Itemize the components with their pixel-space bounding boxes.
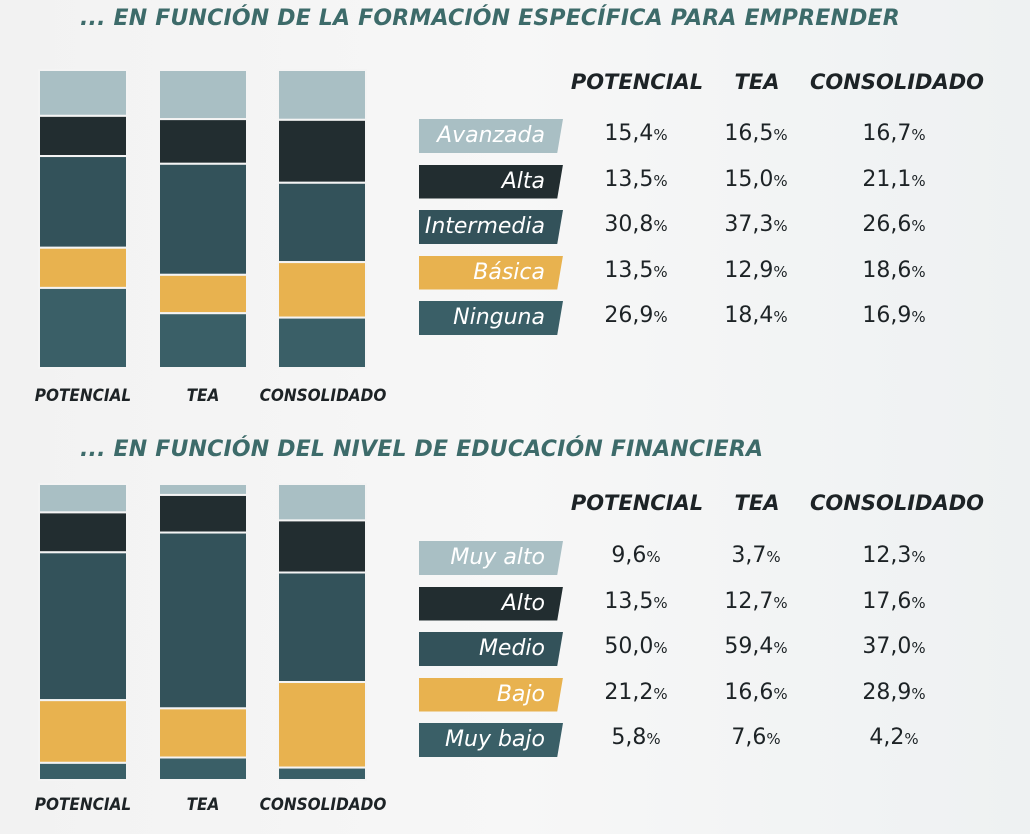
bar-segment-4 <box>158 707 248 759</box>
legend-item: Medio <box>419 632 563 666</box>
data-label: 18,4% <box>724 303 788 328</box>
bar-segment-1 <box>277 483 367 522</box>
bar-segment-1 <box>158 483 248 496</box>
legend-item: Muy alto <box>419 541 563 575</box>
data-label: 7,6% <box>731 725 781 750</box>
data-label: 17,6% <box>862 588 926 614</box>
legend-item: Ninguna <box>419 301 563 335</box>
data-label: 21,1% <box>862 166 926 192</box>
data-label: 50,0% <box>604 634 668 659</box>
bar-segment-3 <box>158 162 248 276</box>
bar-segment-2 <box>158 493 248 534</box>
x-tick-label: POTENCIAL <box>34 386 132 406</box>
bar-segment-4 <box>277 261 367 319</box>
bar-segment-4 <box>277 681 367 769</box>
x-tick-label: TEA <box>186 386 220 406</box>
chart-title: ... EN FUNCIÓN DE LA FORMACIÓN ESPECÍFIC… <box>80 6 900 31</box>
data-label: 16,9% <box>862 303 926 328</box>
data-label: 12,7% <box>724 588 788 614</box>
column-header: TEA <box>734 70 780 94</box>
data-label: 28,9% <box>862 679 926 705</box>
data-label: 37,3% <box>724 212 788 237</box>
legend-item: Intermedia <box>419 210 563 244</box>
bar-segment-3 <box>38 551 128 702</box>
bar-segment-2 <box>158 118 248 165</box>
bar-segment-3 <box>277 181 367 264</box>
legend-item: Alta <box>419 164 563 199</box>
data-label: 21,2% <box>604 679 668 705</box>
data-label: 12,9% <box>724 257 788 283</box>
bar-segment-5 <box>158 756 248 781</box>
data-label: 4,2% <box>869 725 919 750</box>
bar-segment-5 <box>277 766 367 782</box>
data-label: 37,0% <box>862 634 926 659</box>
bar-segment-2 <box>38 511 128 554</box>
data-label: 13,5% <box>604 588 668 614</box>
data-label: 59,4% <box>724 634 788 659</box>
data-label: 15,0% <box>724 166 788 192</box>
bar-segment-1 <box>38 483 128 514</box>
stacked-bar-chart <box>38 483 367 782</box>
chart-title: ... EN FUNCIÓN DEL NIVEL DE EDUCACIÓN FI… <box>80 437 764 462</box>
bar-segment-1 <box>277 69 367 121</box>
bar-segment-2 <box>277 118 367 184</box>
legend-item: Avanzada <box>419 119 563 153</box>
bar-segment-4 <box>38 699 128 764</box>
data-label: 13,5% <box>604 257 668 283</box>
data-label: 16,7% <box>862 121 926 146</box>
data-label: 18,6% <box>862 257 926 283</box>
data-label: 16,6% <box>724 679 788 705</box>
x-tick-label: CONSOLIDADO <box>259 795 387 815</box>
bar-segment-2 <box>277 519 367 574</box>
bar-segment-1 <box>158 69 248 121</box>
x-tick-label: TEA <box>186 795 220 815</box>
data-label: 5,8% <box>611 725 661 750</box>
data-label: 3,7% <box>731 543 781 568</box>
column-header: POTENCIAL <box>570 70 704 94</box>
bar-segment-4 <box>38 246 128 289</box>
bar-segment-3 <box>38 155 128 249</box>
bar-segment-1 <box>38 69 128 117</box>
bar-segment-4 <box>158 273 248 315</box>
chart-panel-formacion: ... EN FUNCIÓN DE LA FORMACIÓN ESPECÍFIC… <box>34 6 984 406</box>
data-label: 13,5% <box>604 166 668 192</box>
bar-segment-5 <box>277 316 367 369</box>
chart-panel-educacion: ... EN FUNCIÓN DEL NIVEL DE EDUCACIÓN FI… <box>0 417 1030 834</box>
bar-segment-5 <box>158 312 248 369</box>
legend-item: Bajo <box>419 677 563 712</box>
bar-segment-2 <box>38 114 128 158</box>
legend-item: Básica <box>419 255 563 290</box>
data-label: 12,3% <box>862 543 926 568</box>
bar-segment-3 <box>277 571 367 684</box>
data-label: 30,8% <box>604 212 668 237</box>
bar-segment-3 <box>158 531 248 710</box>
data-label: 16,5% <box>724 121 788 146</box>
legend-item: Muy bajo <box>419 723 563 757</box>
data-label: 9,6% <box>611 543 661 568</box>
stacked-bar-chart <box>38 69 367 370</box>
column-header: CONSOLIDADO <box>810 491 984 515</box>
column-header: TEA <box>734 491 780 515</box>
column-header: CONSOLIDADO <box>810 70 984 94</box>
x-tick-label: POTENCIAL <box>34 795 132 815</box>
data-label: 26,6% <box>862 212 926 237</box>
column-header: POTENCIAL <box>570 491 704 515</box>
bar-segment-5 <box>38 286 128 370</box>
data-label: 26,9% <box>604 303 668 328</box>
x-tick-label: CONSOLIDADO <box>259 386 387 406</box>
legend-item: Alto <box>419 586 563 621</box>
data-label: 15,4% <box>604 121 668 146</box>
bar-segment-5 <box>38 761 128 782</box>
